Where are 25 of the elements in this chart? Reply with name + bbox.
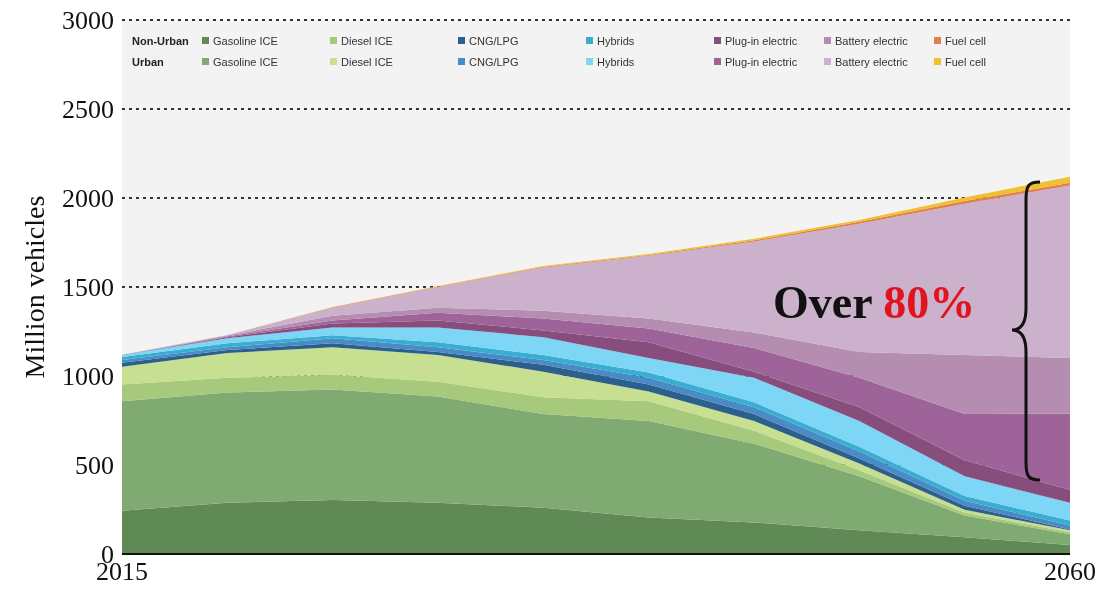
annotation: Over 80%	[773, 277, 976, 328]
legend-label: Battery electric	[835, 55, 908, 68]
y-tick-label: 2000	[62, 184, 114, 214]
y-tick-label: 500	[75, 451, 114, 481]
y-tick-label: 3000	[62, 6, 114, 36]
legend-label: Hybrids	[597, 34, 635, 47]
y-tick-label: 1500	[62, 273, 114, 303]
legend-label: Battery electric	[835, 34, 908, 47]
legend-label: Fuel cell	[945, 55, 986, 68]
legend-label: CNG/LPG	[469, 34, 519, 47]
legend-label: Plug-in electric	[725, 55, 798, 68]
legend-label: Fuel cell	[945, 34, 986, 47]
legend-label: CNG/LPG	[469, 55, 519, 68]
x-tick-label: 2060	[1044, 557, 1096, 587]
y-tick-label: 2500	[62, 95, 114, 125]
y-tick-label: 1000	[62, 362, 114, 392]
y-axis-title: Million vehicles	[18, 195, 50, 379]
legend-label: Gasoline ICE	[213, 55, 278, 68]
annotation: Urban	[132, 55, 165, 68]
legend-label: Diesel ICE	[341, 55, 393, 68]
legend-label: Diesel ICE	[341, 34, 393, 47]
legend-label: Plug-in electric	[725, 34, 798, 47]
legend-label: Hybrids	[597, 55, 635, 68]
legend-label: Gasoline ICE	[213, 34, 278, 47]
annotation: Non-Urban	[132, 34, 190, 47]
